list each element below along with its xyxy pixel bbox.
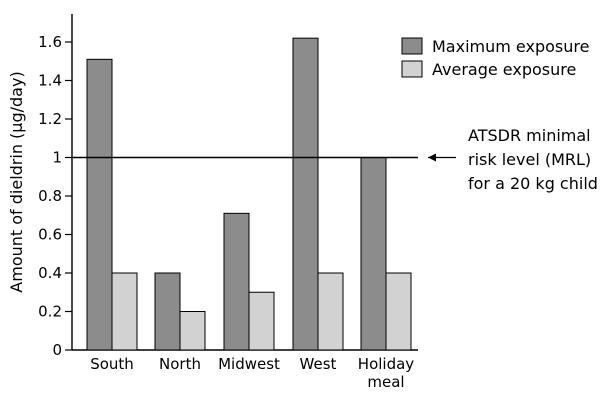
bar-maximum-1 — [154, 272, 181, 351]
y-tick-label: 1.6 — [38, 33, 62, 51]
legend-swatch — [401, 37, 423, 55]
bar-average-0 — [111, 272, 138, 351]
bar-average-4 — [385, 272, 412, 351]
y-tick-label: 0.6 — [38, 226, 62, 244]
bar-maximum-0 — [86, 58, 113, 351]
y-tick-label: 0.8 — [38, 187, 62, 205]
legend-label: Maximum exposure — [432, 37, 589, 56]
legend: Maximum exposure Average exposure — [401, 37, 589, 79]
y-tick-label: 1 — [52, 149, 62, 167]
category-label: Holiday — [358, 355, 415, 373]
y-tick-label: 0 — [52, 341, 62, 359]
bars — [86, 37, 412, 351]
mrl-annotation-line: for a 20 kg child — [468, 174, 598, 193]
y-tick-label: 0.2 — [38, 303, 62, 321]
mrl-annotation-line: risk level (MRL) — [468, 150, 591, 169]
bar-maximum-3 — [292, 37, 319, 351]
bar-average-3 — [317, 272, 344, 351]
bar-maximum-2 — [223, 212, 250, 351]
y-axis-label: Amount of dieldrin (µg/day) — [7, 71, 26, 292]
mrl-annotation-line: ATSDR minimal — [468, 126, 591, 145]
category-label-line2: meal — [367, 373, 404, 391]
legend-label: Average exposure — [432, 60, 576, 79]
y-tick-label: 1.4 — [38, 72, 62, 90]
annotation-arrow-head — [428, 153, 436, 162]
category-label: West — [300, 355, 337, 373]
bar-maximum-4 — [360, 157, 387, 351]
category-label: South — [90, 355, 134, 373]
category-label: Midwest — [218, 355, 280, 373]
reference-line-group: ATSDR minimal risk level (MRL) for a 20 kg… — [72, 126, 598, 193]
bar-average-1 — [179, 311, 206, 351]
bar-average-2 — [248, 291, 275, 351]
y-tick-label: 1.2 — [38, 110, 62, 128]
y-ticks: 0 0.2 0.4 0.6 0.8 1 1.2 1.4 1.6 — [38, 33, 72, 359]
legend-swatch — [401, 60, 423, 78]
category-label: North — [159, 355, 201, 373]
y-tick-label: 0.4 — [38, 264, 62, 282]
